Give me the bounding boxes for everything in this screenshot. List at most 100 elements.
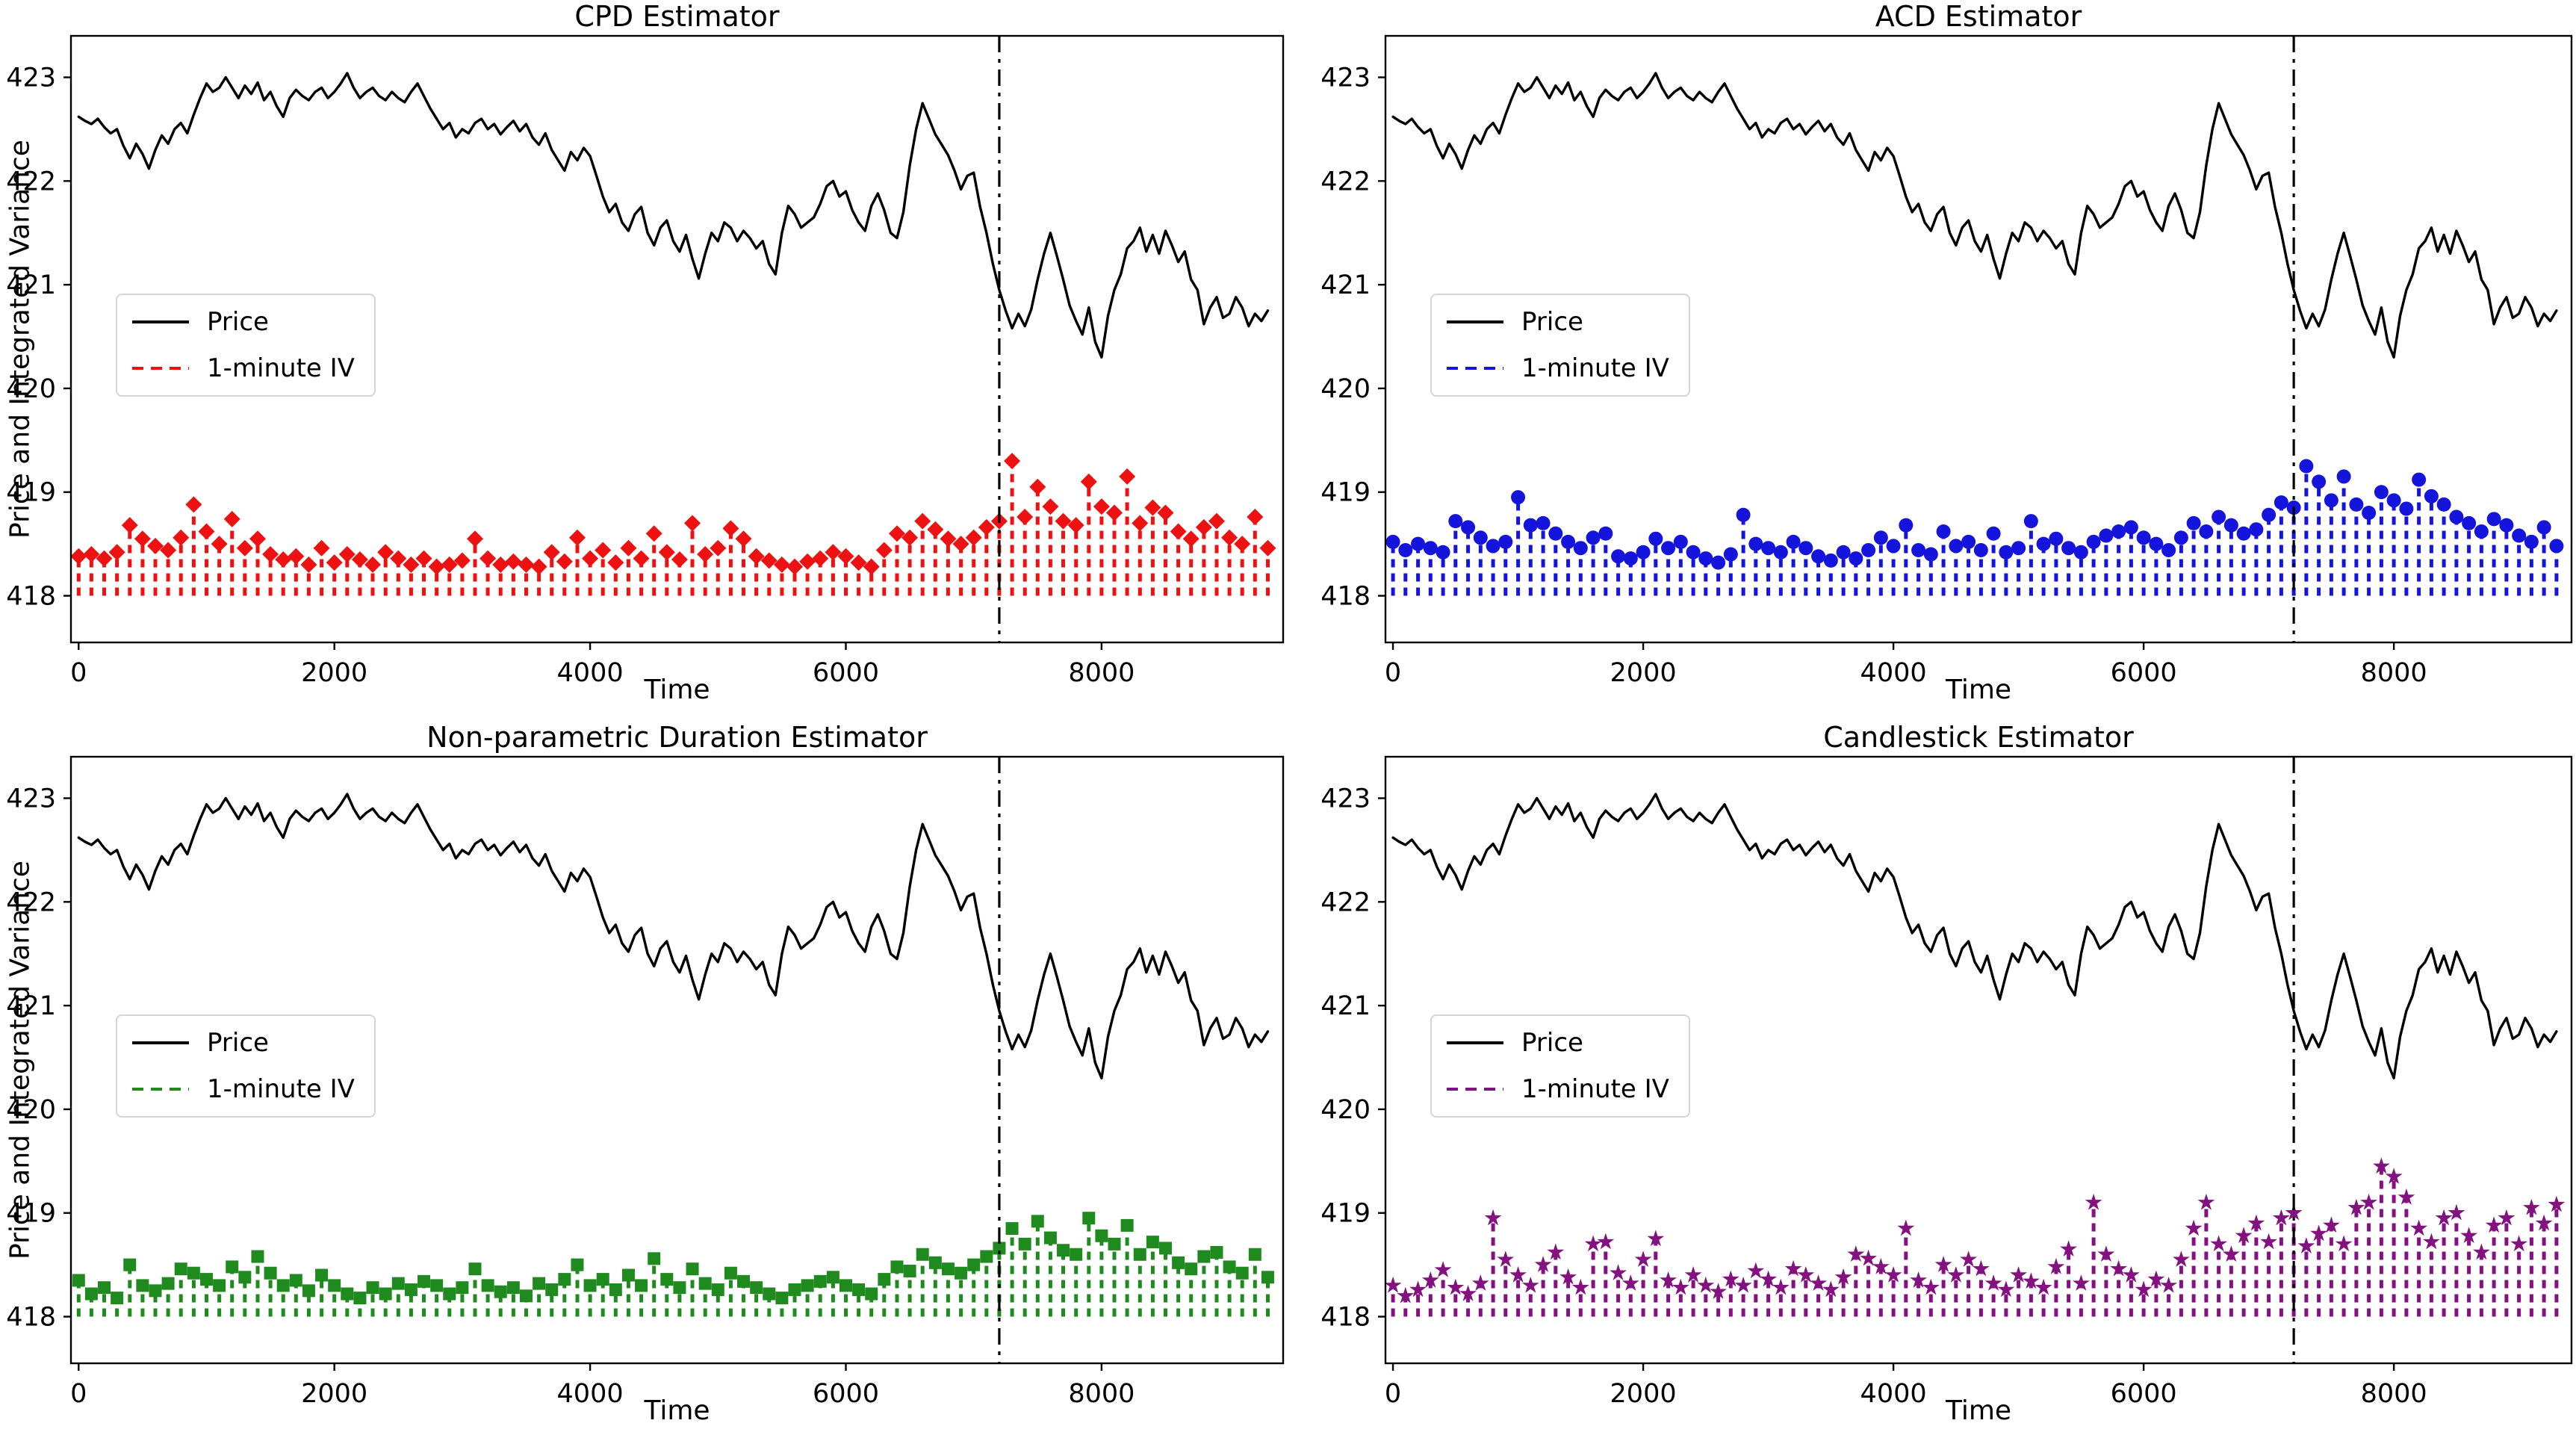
y-tick-label: 423 bbox=[1320, 784, 1371, 814]
y-tick-label: 420 bbox=[1320, 1095, 1371, 1125]
iv-marker bbox=[1195, 518, 1212, 536]
y-tick-label: 419 bbox=[1320, 478, 1371, 508]
iv-marker bbox=[1810, 1274, 1827, 1291]
x-tick-label: 0 bbox=[1385, 658, 1401, 688]
iv-marker bbox=[2036, 536, 2051, 551]
iv-marker bbox=[1471, 1274, 1489, 1291]
iv-dashed-swatch bbox=[132, 367, 189, 370]
x-tick-label: 4000 bbox=[557, 1379, 624, 1409]
iv-marker bbox=[763, 1287, 776, 1301]
iv-marker bbox=[1397, 1286, 1415, 1304]
y-tick-label: 421 bbox=[6, 270, 56, 300]
iv-marker bbox=[1884, 1266, 1902, 1283]
iv-marker bbox=[1448, 514, 1463, 529]
iv-marker bbox=[262, 546, 279, 563]
iv-marker bbox=[1797, 1266, 1815, 1283]
legend: Price 1-minute IV bbox=[1430, 294, 1690, 397]
iv-marker bbox=[1157, 504, 1174, 521]
x-tick-label: 8000 bbox=[2361, 658, 2427, 688]
iv-marker bbox=[1947, 1266, 1965, 1283]
iv-marker bbox=[2262, 507, 2276, 522]
legend-item-price: Price bbox=[132, 1028, 355, 1058]
iv-marker bbox=[161, 1277, 175, 1290]
iv-marker bbox=[2111, 524, 2126, 539]
iv-marker bbox=[2449, 509, 2464, 524]
iv-marker bbox=[2160, 1276, 2177, 1293]
iv-marker bbox=[187, 1266, 200, 1280]
iv-marker bbox=[609, 1283, 622, 1296]
iv-marker bbox=[2523, 1198, 2540, 1215]
iv-marker bbox=[1648, 531, 1663, 546]
iv-marker bbox=[251, 1250, 264, 1263]
iv-marker bbox=[571, 1258, 584, 1271]
iv-marker bbox=[2047, 1257, 2065, 1274]
iv-marker bbox=[2410, 1219, 2427, 1236]
iv-marker bbox=[2474, 524, 2489, 539]
legend-price-label: Price bbox=[207, 1028, 269, 1058]
iv-marker bbox=[2499, 518, 2514, 533]
iv-marker bbox=[391, 1277, 405, 1290]
iv-marker bbox=[173, 529, 190, 546]
iv-marker bbox=[748, 548, 765, 565]
iv-marker bbox=[2136, 530, 2151, 545]
price-line-swatch bbox=[132, 1041, 189, 1044]
iv-marker bbox=[1849, 551, 1863, 566]
iv-marker bbox=[965, 529, 982, 546]
iv-markers-square bbox=[72, 1212, 1274, 1305]
price-line-swatch bbox=[1447, 320, 1503, 323]
iv-marker bbox=[940, 530, 957, 548]
iv-marker bbox=[1055, 512, 1072, 530]
iv-marker bbox=[149, 1284, 162, 1298]
iv-marker bbox=[1748, 536, 1763, 551]
iv-marker bbox=[2123, 1266, 2140, 1283]
iv-marker bbox=[2123, 520, 2138, 535]
iv-marker bbox=[607, 554, 624, 571]
iv-marker bbox=[1584, 1235, 1602, 1252]
iv-marker bbox=[2173, 530, 2188, 545]
iv-marker bbox=[1972, 1259, 1990, 1277]
iv-marker bbox=[825, 544, 842, 561]
iv-marker bbox=[2435, 1209, 2453, 1226]
iv-marker bbox=[1197, 1250, 1211, 1263]
iv-marker bbox=[1018, 1237, 1031, 1251]
iv-marker bbox=[2260, 1233, 2277, 1250]
iv-marker bbox=[1636, 545, 1651, 560]
y-tick-label: 419 bbox=[6, 1199, 56, 1229]
y-tick-label: 422 bbox=[1320, 167, 1371, 196]
iv-marker bbox=[2022, 1272, 2040, 1289]
iv-marker bbox=[1182, 530, 1199, 548]
iv-marker bbox=[2412, 472, 2427, 487]
iv-marker bbox=[941, 1262, 955, 1276]
iv-marker bbox=[1080, 473, 1097, 490]
iv-marker bbox=[2473, 1243, 2490, 1260]
iv-marker bbox=[698, 1277, 712, 1290]
price-line bbox=[1391, 793, 2558, 1079]
iv-marker bbox=[1385, 534, 1400, 549]
y-tick-label: 420 bbox=[6, 1095, 56, 1125]
iv-marker bbox=[1004, 453, 1021, 470]
iv-marker bbox=[1095, 1229, 1108, 1242]
iv-marker bbox=[1172, 1256, 1185, 1269]
iv-marker bbox=[302, 1284, 315, 1298]
iv-marker bbox=[2485, 1216, 2503, 1233]
iv-marker bbox=[737, 1274, 751, 1288]
legend-price-label: Price bbox=[1521, 307, 1583, 337]
iv-marker bbox=[1409, 1280, 1427, 1298]
x-axis-label: Time bbox=[1945, 1395, 2012, 1426]
y-tick-label: 418 bbox=[1320, 582, 1371, 612]
iv-marker bbox=[134, 530, 151, 548]
iv-marker bbox=[328, 1279, 341, 1292]
iv-marker bbox=[1872, 1257, 1890, 1274]
iv-marker bbox=[2236, 526, 2251, 541]
iv-marker bbox=[1786, 534, 1801, 549]
iv-marker bbox=[786, 558, 804, 575]
legend-item-price: Price bbox=[132, 307, 355, 337]
panel-title: ACD Estimator bbox=[1875, 0, 2082, 33]
iv-marker bbox=[1005, 1222, 1019, 1236]
y-tick-label: 420 bbox=[1320, 374, 1371, 404]
iv-marker bbox=[364, 556, 382, 573]
iv-marker bbox=[1548, 526, 1563, 541]
iv-dashed-swatch bbox=[1447, 1088, 1503, 1091]
y-axis-label: Price and Integrated Variance bbox=[4, 861, 36, 1259]
iv-stem-lines bbox=[76, 1218, 1270, 1317]
